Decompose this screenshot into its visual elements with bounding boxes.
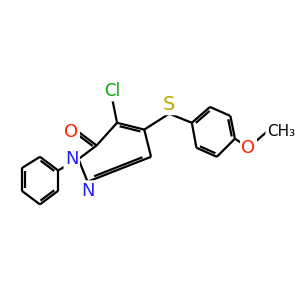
Text: N: N xyxy=(65,150,79,168)
Text: CH₃: CH₃ xyxy=(267,124,295,140)
Text: N: N xyxy=(81,182,94,200)
Text: Cl: Cl xyxy=(104,82,121,100)
Text: O: O xyxy=(64,123,79,141)
Text: S: S xyxy=(163,95,175,114)
Text: O: O xyxy=(242,139,256,157)
